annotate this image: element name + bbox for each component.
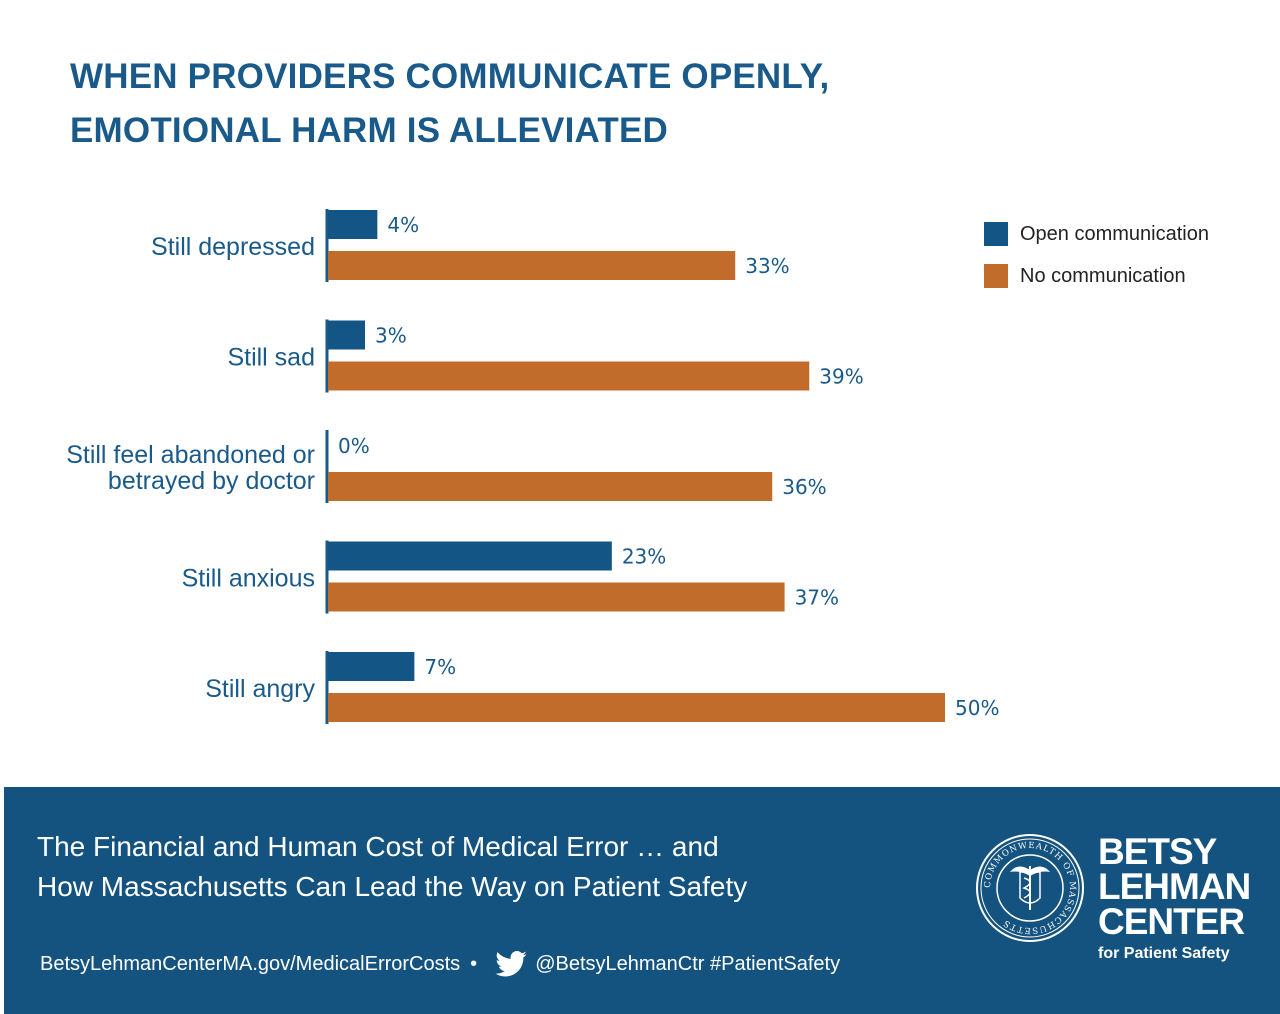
bar-no-communication	[328, 582, 785, 612]
legend-swatch-open	[984, 222, 1008, 246]
bar-open-communication	[328, 320, 366, 350]
footer-banner: The Financial and Human Cost of Medical …	[4, 787, 1280, 1014]
bar-value-label: 3%	[375, 324, 407, 348]
category-label: Still sad	[227, 344, 315, 372]
bar-value-label: 4%	[387, 213, 419, 237]
logo-line-3: CENTER	[1098, 901, 1245, 942]
legend-item-none: No communication	[984, 255, 1209, 297]
category-label: Still feel abandoned or	[66, 441, 315, 469]
bar-no-communication	[328, 472, 773, 501]
website-link[interactable]: BetsyLehmanCenterMA.gov/MedicalErrorCost…	[40, 952, 461, 975]
bar-value-label: 7%	[424, 655, 456, 679]
title-line-1: WHEN PROVIDERS COMMUNICATE OPENLY,	[70, 57, 830, 96]
bar-value-label: 23%	[622, 545, 666, 569]
bar-no-communication	[328, 251, 736, 280]
report-title: The Financial and Human Cost of Medical …	[37, 827, 747, 907]
legend: Open communication No communication	[984, 213, 1209, 297]
bar-value-label: 50%	[955, 696, 999, 720]
page-title: WHEN PROVIDERS COMMUNICATE OPENLY, EMOTI…	[70, 50, 829, 158]
bar-open-communication	[328, 210, 378, 239]
category-label: Still angry	[205, 675, 315, 703]
footer-links: BetsyLehmanCenterMA.gov/MedicalErrorCost…	[40, 951, 840, 977]
report-title-line-1: The Financial and Human Cost of Medical …	[37, 831, 719, 862]
legend-item-open: Open communication	[984, 213, 1209, 255]
bar-value-label: 39%	[819, 365, 863, 389]
category-label: Still depressed	[151, 233, 315, 261]
legend-swatch-none	[984, 264, 1008, 288]
bar-value-label: 33%	[745, 254, 789, 278]
massachusetts-seal-icon: COMMONWEALTH OF MASSACHUSETTS	[976, 834, 1084, 942]
logo-subtitle: for Patient Safety	[1098, 945, 1230, 962]
legend-label-open: Open communication	[1020, 222, 1209, 245]
bar-no-communication	[328, 361, 810, 391]
bar-open-communication	[328, 541, 612, 571]
report-title-line-2: How Massachusetts Can Lead the Way on Pa…	[37, 871, 748, 902]
separator-bullet: •	[470, 952, 478, 975]
bar-chart: 4% 33% Still depressed 3% 39% Still sad 0% 36% S…	[66, 209, 999, 724]
logo-line-2: LEHMAN	[1098, 866, 1251, 907]
bar-value-label: 37%	[795, 586, 839, 610]
bar-value-label: 0%	[338, 434, 370, 458]
category-label: betrayed by doctor	[108, 467, 315, 495]
twitter-icon	[495, 951, 527, 977]
bar-value-label: 36%	[782, 475, 826, 499]
category-label: Still anxious	[182, 565, 315, 593]
logo-line-1: BETSY	[1098, 831, 1217, 872]
bar-no-communication	[328, 693, 945, 722]
bar-open-communication	[328, 652, 415, 681]
twitter-handle[interactable]: @BetsyLehmanCtr #PatientSafety	[535, 952, 841, 975]
betsy-lehman-logo: BETSY LEHMAN CENTER for Patient Safety	[1098, 831, 1251, 963]
title-line-2: EMOTIONAL HARM IS ALLEVIATED	[70, 111, 669, 150]
legend-label-none: No communication	[1020, 264, 1186, 287]
